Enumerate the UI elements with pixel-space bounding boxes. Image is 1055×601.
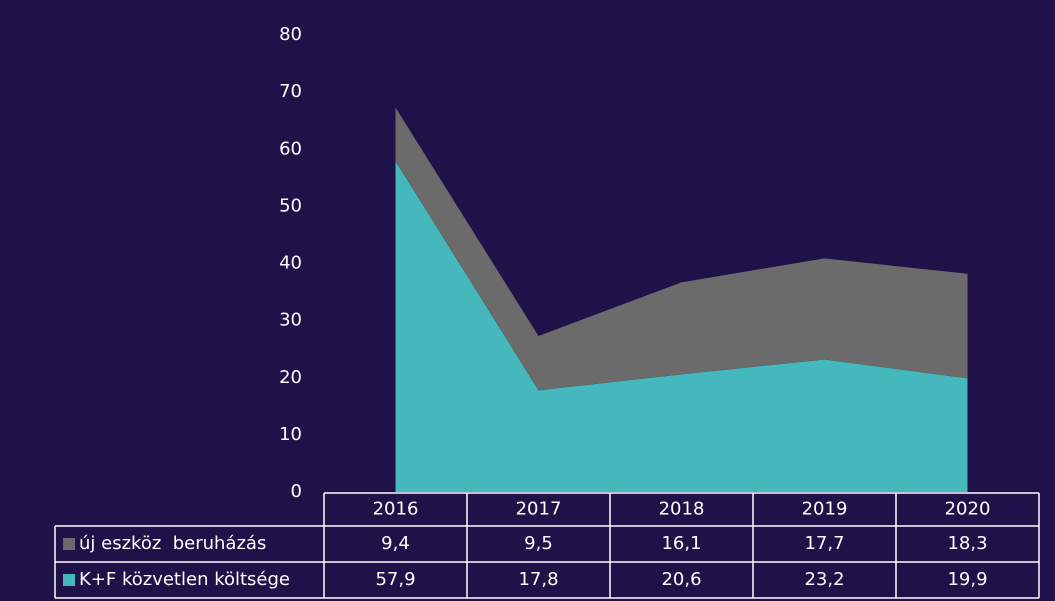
data-label: 9,4 (381, 533, 410, 554)
data-label: 18,3 (947, 533, 987, 554)
y-tick-label: 30 (279, 310, 302, 331)
y-tick-label: 10 (279, 424, 302, 445)
data-label: 23,2 (804, 569, 844, 590)
area (395, 107, 968, 391)
data-label: 57,9 (375, 569, 415, 590)
y-tick-label: 20 (279, 367, 302, 388)
y-tick-label: 70 (279, 81, 302, 102)
data-label: 20,6 (661, 569, 701, 590)
legend-swatch (63, 538, 75, 550)
data-label: 17,7 (804, 533, 844, 554)
y-tick-label: 60 (279, 138, 302, 159)
x-tick-label: 2017 (516, 499, 562, 520)
y-tick-label: 80 (279, 24, 302, 45)
x-tick-label: 2019 (802, 499, 848, 520)
x-tick-label: 2018 (659, 499, 705, 520)
legend-swatch (63, 574, 75, 586)
y-tick-label: 50 (279, 195, 302, 216)
legend-label: új eszköz beruházás (79, 533, 266, 554)
data-label: 19,9 (947, 569, 987, 590)
data-label: 9,5 (524, 533, 553, 554)
x-tick-label: 2020 (945, 499, 991, 520)
x-tick-label: 2016 (373, 499, 419, 520)
legend-label: K+F közvetlen költsége (79, 569, 290, 590)
y-tick-label: 0 (291, 481, 302, 502)
data-label: 17,8 (518, 569, 558, 590)
y-tick-label: 40 (279, 253, 302, 274)
area (395, 161, 968, 492)
data-label: 16,1 (661, 533, 701, 554)
